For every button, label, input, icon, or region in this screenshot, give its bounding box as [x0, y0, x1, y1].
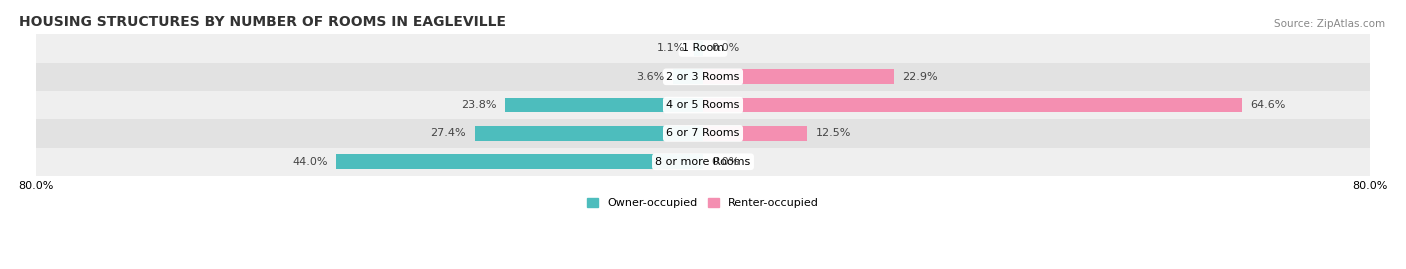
Bar	[703, 98, 1241, 112]
Bar	[703, 69, 894, 84]
Bar	[336, 154, 703, 169]
Text: 27.4%: 27.4%	[430, 128, 467, 139]
Text: 23.8%: 23.8%	[461, 100, 496, 110]
Bar	[37, 34, 1369, 63]
Bar	[475, 126, 703, 141]
Text: 0.0%: 0.0%	[711, 157, 740, 167]
Text: 0.0%: 0.0%	[711, 44, 740, 54]
Bar	[37, 148, 1369, 176]
Text: Source: ZipAtlas.com: Source: ZipAtlas.com	[1274, 19, 1385, 29]
Bar	[37, 119, 1369, 148]
Text: 22.9%: 22.9%	[903, 72, 938, 82]
Bar	[37, 63, 1369, 91]
Text: HOUSING STRUCTURES BY NUMBER OF ROOMS IN EAGLEVILLE: HOUSING STRUCTURES BY NUMBER OF ROOMS IN…	[20, 15, 506, 29]
Text: 64.6%: 64.6%	[1250, 100, 1285, 110]
Text: 2 or 3 Rooms: 2 or 3 Rooms	[666, 72, 740, 82]
Text: 1 Room: 1 Room	[682, 44, 724, 54]
Bar	[693, 41, 703, 56]
Text: 4 or 5 Rooms: 4 or 5 Rooms	[666, 100, 740, 110]
Bar	[703, 126, 807, 141]
Bar	[673, 69, 703, 84]
Text: 6 or 7 Rooms: 6 or 7 Rooms	[666, 128, 740, 139]
Text: 3.6%: 3.6%	[637, 72, 665, 82]
Legend: Owner-occupied, Renter-occupied: Owner-occupied, Renter-occupied	[582, 193, 824, 213]
Bar	[37, 91, 1369, 119]
Bar	[505, 98, 703, 112]
Text: 1.1%: 1.1%	[657, 44, 686, 54]
Text: 12.5%: 12.5%	[815, 128, 851, 139]
Text: 8 or more Rooms: 8 or more Rooms	[655, 157, 751, 167]
Text: 44.0%: 44.0%	[292, 157, 328, 167]
